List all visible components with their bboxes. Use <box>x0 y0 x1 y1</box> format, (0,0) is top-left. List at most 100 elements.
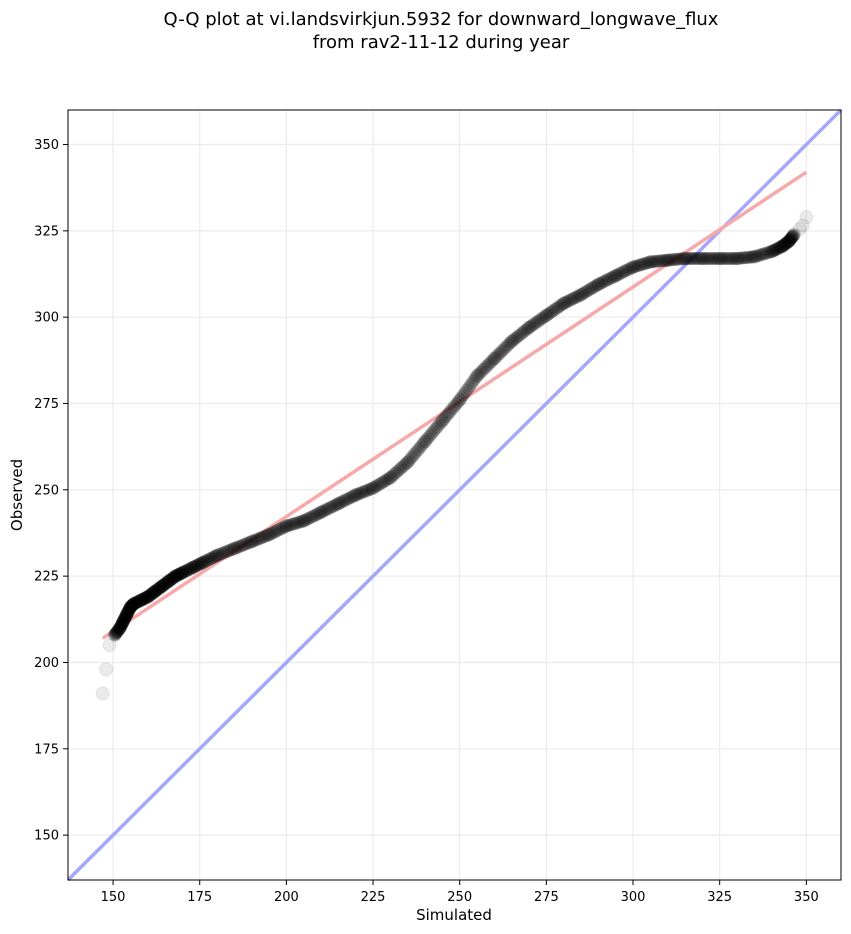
quantile-point-dense <box>173 567 187 581</box>
quantile-point-dense <box>108 628 122 642</box>
quantile-point-cloud <box>108 228 801 642</box>
quantile-point-dense <box>139 591 153 605</box>
quantile-point-dense <box>150 583 164 597</box>
quantile-point-dense <box>704 251 718 265</box>
quantile-point-dense <box>781 235 795 249</box>
quantile-point-dense <box>123 602 137 616</box>
quantile-point-dense <box>733 251 747 265</box>
quantile-point-dense <box>404 451 418 465</box>
quantile-point-dense <box>683 251 697 265</box>
quantile-point-dense <box>117 613 131 627</box>
quantile-point-dense <box>555 298 569 312</box>
quantile-point-dense <box>281 519 295 533</box>
quantile-point-dense <box>122 604 136 618</box>
quantile-point-dense <box>297 514 311 528</box>
quantile-point-dense <box>690 251 704 265</box>
quantile-point-dense <box>124 600 138 614</box>
quantile-point-dense <box>316 504 330 518</box>
quantile-point-dense <box>769 242 783 256</box>
quantile-point-dense <box>442 405 456 419</box>
quantile-point-dense <box>645 255 659 269</box>
quantile-point-dense <box>687 251 701 265</box>
quantile-point-dense <box>234 539 248 553</box>
quantile-point-dense <box>363 482 377 496</box>
quantile-point-dense <box>600 273 614 287</box>
quantile-point-dense <box>685 251 699 265</box>
quantile-point-31 <box>435 413 450 428</box>
quantile-point-dense <box>114 619 128 633</box>
quantile-point-dense <box>115 617 129 631</box>
quantile-point-dense <box>694 251 708 265</box>
quantile-point-dense <box>318 504 332 518</box>
quantile-point-dense <box>118 611 132 625</box>
quantile-point-dense <box>109 626 123 640</box>
quantile-point-dense <box>721 251 735 265</box>
quantile-point-dense <box>550 301 564 315</box>
quantile-point-dense <box>564 293 578 307</box>
quantile-point-dense <box>430 420 444 434</box>
quantile-point-dense <box>605 270 619 284</box>
y-tick-label-5: 275 <box>34 397 59 412</box>
quantile-point-dense <box>702 251 716 265</box>
quantile-point-dense <box>212 548 226 562</box>
identity-line <box>66 108 843 882</box>
quantile-point-dense <box>484 355 498 369</box>
quantile-point-dense <box>174 566 188 580</box>
quantile-point-dense <box>714 251 728 265</box>
quantile-point-dense <box>198 555 212 569</box>
quantile-point-dense <box>141 589 155 603</box>
quantile-point-dense <box>203 552 217 566</box>
quantile-point-dense <box>494 345 508 359</box>
quantile-point-dense <box>118 611 132 625</box>
quantile-point-dense <box>233 539 247 553</box>
quantile-point-dense <box>786 229 800 243</box>
quantile-point-dense <box>382 472 396 486</box>
quantile-point-dense <box>666 253 680 267</box>
quantile-points <box>95 210 814 701</box>
quantile-point-dense <box>160 575 174 589</box>
quantile-point-dense <box>130 595 144 609</box>
quantile-point-dense <box>631 259 645 273</box>
quantile-point-dense <box>423 428 437 442</box>
quantile-point-37 <box>539 308 554 323</box>
quantile-point-dense <box>264 527 278 541</box>
quantile-point-dense <box>401 455 415 469</box>
quantile-point-dense <box>127 597 141 611</box>
quantile-point-dense <box>123 600 137 614</box>
quantile-point-dense <box>742 250 756 264</box>
quantile-point-dense <box>728 251 742 265</box>
quantile-point-dense <box>692 251 706 265</box>
quantile-point-dense <box>775 239 789 253</box>
quantile-point-46 <box>695 251 710 266</box>
quantile-point-dense <box>134 593 148 607</box>
quantile-point-dense <box>785 230 799 244</box>
quantile-point-dense <box>144 587 158 601</box>
quantile-point-dense <box>786 229 800 243</box>
quantile-point-dense <box>373 477 387 491</box>
quantile-point-dense <box>576 287 590 301</box>
quantile-point-dense <box>169 569 183 583</box>
quantile-point-7 <box>123 600 138 615</box>
quantile-point-14 <box>168 569 183 584</box>
quantile-point-dense <box>307 509 321 523</box>
quantile-point-dense <box>114 618 128 632</box>
quantile-point-dense <box>188 559 202 573</box>
quantile-point-dense <box>141 590 155 604</box>
quantile-point-dense <box>364 482 378 496</box>
quantile-point-dense <box>338 493 352 507</box>
quantile-point-dense <box>148 585 162 599</box>
quantile-point-dense <box>595 276 609 290</box>
quantile-point-dense <box>312 506 326 520</box>
quantile-point-35 <box>504 334 519 349</box>
quantile-point-dense <box>331 497 345 511</box>
quantile-point-47 <box>712 251 727 266</box>
quantile-point-42 <box>626 260 641 275</box>
quantile-point-dense <box>522 321 536 335</box>
quantile-point-dense <box>779 236 793 250</box>
quantile-point-dense <box>751 249 765 263</box>
quantile-point-dense <box>319 503 333 517</box>
quantile-point-30 <box>418 434 433 449</box>
quantile-point-dense <box>389 466 403 480</box>
quantile-point-dense <box>435 414 449 428</box>
quantile-point-dense <box>780 236 794 250</box>
